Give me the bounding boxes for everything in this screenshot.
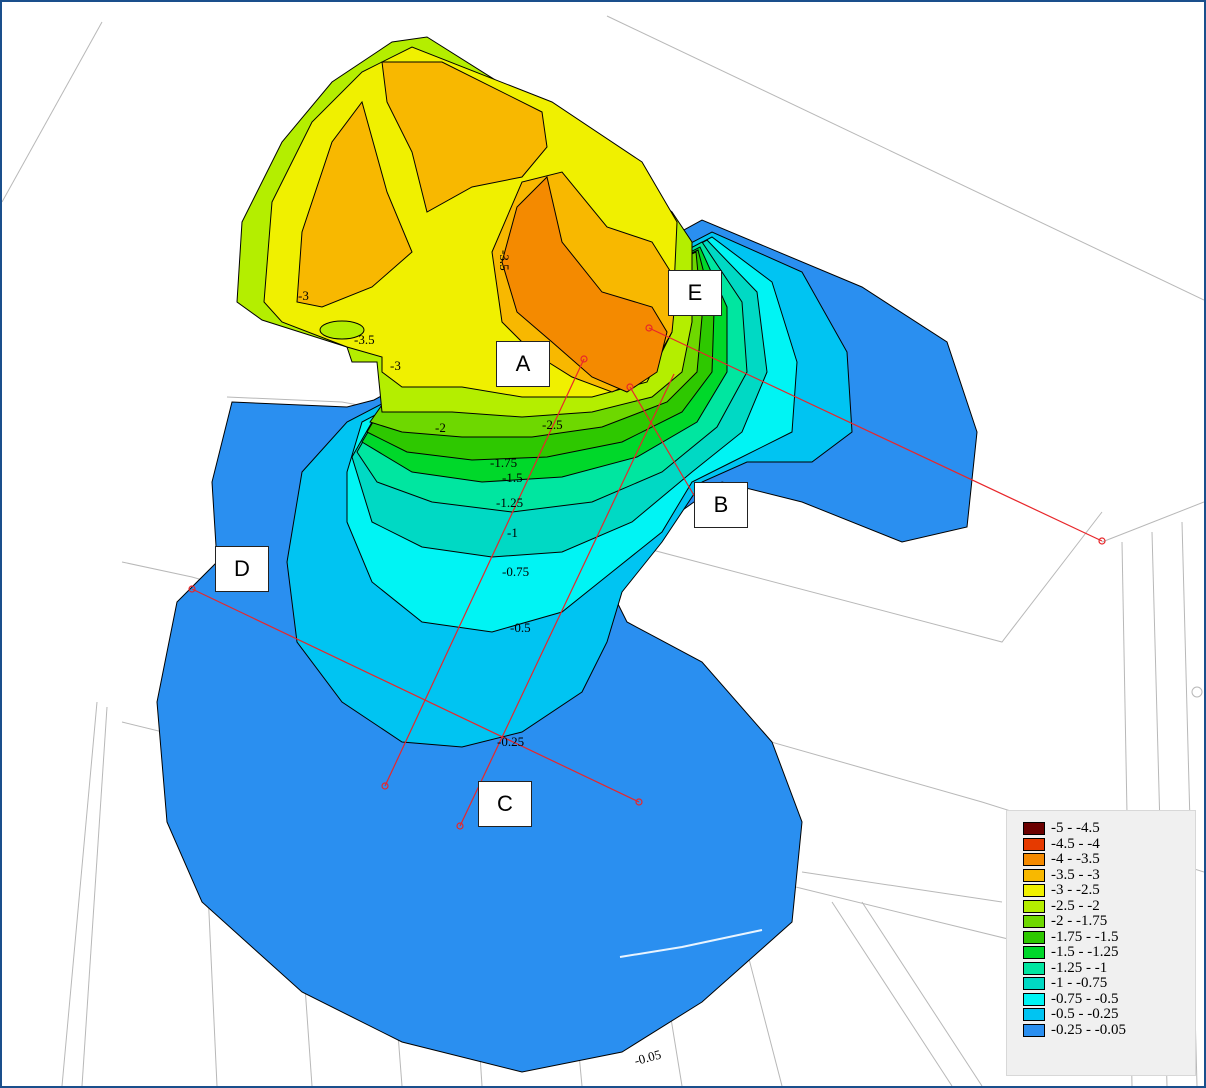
legend-label: -1.5 - -1.25 bbox=[1051, 944, 1119, 961]
legend-label: -2 - -1.75 bbox=[1051, 913, 1108, 930]
legend-label: -0.75 - -0.5 bbox=[1051, 990, 1119, 1007]
contour-label: -0.75 bbox=[502, 564, 529, 579]
legend-item: -4 - -3.5 bbox=[1023, 852, 1195, 868]
contour-label: -3 bbox=[390, 358, 401, 373]
contour-label: -2.5 bbox=[542, 417, 563, 432]
section-line-c bbox=[459, 373, 675, 827]
zone-3.5-3-top bbox=[381, 61, 548, 213]
section-label-a: A bbox=[496, 341, 550, 387]
contour-label: -2 bbox=[435, 420, 446, 435]
section-line-d bbox=[191, 588, 640, 803]
legend-item: -3.5 - -3 bbox=[1023, 866, 1195, 884]
legend-swatch bbox=[1023, 946, 1045, 960]
zone-4-3.5 bbox=[501, 176, 668, 393]
legend-label: -0.5 - -0.25 bbox=[1051, 1006, 1119, 1023]
section-label-e: E bbox=[668, 270, 722, 316]
section-lines bbox=[188, 324, 1106, 830]
legend-item: -5 - -4.5 bbox=[1023, 821, 1195, 837]
contour-label: -1.75 bbox=[490, 455, 517, 470]
legend-label: -1.25 - -1 bbox=[1051, 959, 1108, 976]
legend-item: -1.75 - -1.5 bbox=[1023, 928, 1195, 946]
legend-swatch bbox=[1023, 961, 1045, 975]
section-label-d: D bbox=[215, 546, 269, 592]
legend-swatch bbox=[1023, 837, 1045, 851]
legend-item: -0.75 - -0.5 bbox=[1023, 990, 1195, 1008]
legend-item: -1.5 - -1.25 bbox=[1023, 945, 1195, 961]
legend-item: -4.5 - -4 bbox=[1023, 835, 1195, 853]
contour-label: -0.25 bbox=[497, 734, 524, 749]
legend-label: -1.75 - -1.5 bbox=[1051, 928, 1119, 945]
legend-item: -3 - -2.5 bbox=[1023, 883, 1195, 899]
legend-swatch bbox=[1023, 884, 1045, 898]
contour-label: -1 bbox=[507, 525, 518, 540]
legend-swatch bbox=[1023, 1023, 1045, 1037]
legend-label: -3 - -2.5 bbox=[1051, 882, 1100, 899]
legend-swatch bbox=[1023, 977, 1045, 991]
legend-label: -4 - -3.5 bbox=[1051, 851, 1100, 868]
legend-label: -1 - -0.75 bbox=[1051, 975, 1108, 992]
legend-swatch bbox=[1023, 992, 1045, 1006]
zone-3.5-3-left bbox=[296, 100, 413, 308]
contour-label: -1.5 bbox=[502, 470, 523, 485]
legend-item: -1 - -0.75 bbox=[1023, 976, 1195, 992]
zone-small-patch bbox=[319, 320, 365, 340]
contour-label: -1.25 bbox=[496, 495, 523, 510]
legend-label: -2.5 - -2 bbox=[1051, 897, 1100, 914]
legend-swatch bbox=[1023, 853, 1045, 867]
white-path bbox=[619, 929, 763, 958]
contour-label: -3.5 bbox=[354, 332, 375, 347]
contour-label: -3 bbox=[298, 288, 309, 303]
section-line-e bbox=[648, 327, 1103, 542]
legend-item: -1.25 - -1 bbox=[1023, 959, 1195, 977]
legend-swatch bbox=[1023, 915, 1045, 929]
legend: -5 - -4.5 -4.5 - -4 -4 - -3.5 -3.5 - -3 -3 -… bbox=[1006, 810, 1196, 1076]
contour-labels: -3.5 -3 -3.5 -3 -2.5 -2 -1.75 -1.5 -1.25… bbox=[298, 250, 663, 1068]
section-line-a bbox=[384, 358, 585, 787]
legend-item: -0.25 - -0.05 bbox=[1023, 1021, 1195, 1039]
legend-label: -3.5 - -3 bbox=[1051, 866, 1100, 883]
contour-fills bbox=[156, 36, 978, 1073]
contour-label: -3.5 bbox=[497, 250, 512, 271]
legend-swatch bbox=[1023, 930, 1045, 944]
section-label-b: B bbox=[694, 482, 748, 528]
legend-swatch bbox=[1023, 822, 1045, 836]
contour-label: -0.05 bbox=[633, 1047, 663, 1069]
section-label-c: C bbox=[478, 781, 532, 827]
legend-label: -4.5 - -4 bbox=[1051, 835, 1100, 852]
contour-label: -0.5 bbox=[510, 620, 531, 635]
legend-swatch bbox=[1023, 899, 1045, 913]
legend-label: -0.25 - -0.05 bbox=[1051, 1021, 1126, 1038]
legend-swatch bbox=[1023, 1008, 1045, 1022]
section-line-b bbox=[629, 386, 696, 498]
legend-swatch bbox=[1023, 868, 1045, 882]
legend-item: -0.5 - -0.25 bbox=[1023, 1007, 1195, 1023]
legend-label: -5 - -4.5 bbox=[1051, 820, 1100, 837]
legend-item: -2 - -1.75 bbox=[1023, 914, 1195, 930]
legend-item: -2.5 - -2 bbox=[1023, 897, 1195, 915]
